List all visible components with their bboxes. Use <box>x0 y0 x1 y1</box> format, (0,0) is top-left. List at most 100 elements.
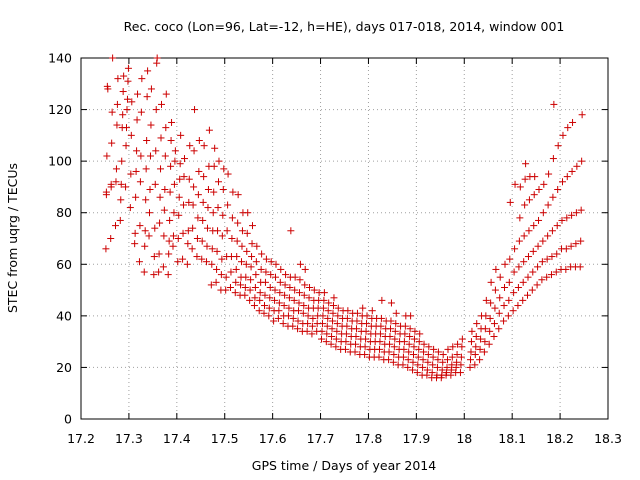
data-point <box>308 322 316 330</box>
data-point <box>107 180 115 188</box>
data-point <box>231 289 239 297</box>
data-point <box>228 235 236 242</box>
data-point <box>162 90 170 98</box>
data-point <box>520 232 528 240</box>
data-point <box>319 312 327 320</box>
data-point <box>535 186 543 194</box>
data-point <box>137 152 145 160</box>
data-point <box>109 54 117 62</box>
data-point <box>414 353 422 361</box>
data-point <box>296 276 304 284</box>
data-point <box>150 271 158 279</box>
data-point <box>194 214 202 222</box>
data-point <box>391 327 399 335</box>
data-point <box>480 348 488 356</box>
data-point <box>234 191 242 199</box>
data-point <box>117 180 125 188</box>
data-point <box>430 345 438 353</box>
data-point <box>152 106 160 114</box>
data-point <box>224 170 232 178</box>
data-point <box>506 198 514 206</box>
data-point <box>262 268 270 276</box>
data-point <box>322 338 330 346</box>
data-point <box>118 157 126 165</box>
data-point <box>415 345 423 353</box>
data-point <box>568 211 576 219</box>
data-point <box>167 137 175 145</box>
data-point <box>516 183 524 191</box>
data-point <box>295 289 303 297</box>
data-point <box>385 348 393 356</box>
data-point <box>209 209 217 217</box>
data-point <box>285 294 293 302</box>
data-point <box>267 271 275 279</box>
data-point <box>195 167 203 175</box>
data-point <box>207 281 215 289</box>
data-point <box>237 258 245 266</box>
data-point <box>353 309 361 317</box>
data-point <box>155 250 163 258</box>
data-point <box>319 304 327 312</box>
data-point <box>548 253 556 261</box>
data-point <box>310 286 318 294</box>
data-point <box>183 260 191 268</box>
data-point <box>265 304 273 312</box>
data-point <box>284 312 292 320</box>
data-point <box>277 265 285 273</box>
data-point <box>152 147 160 155</box>
data-point <box>410 343 418 351</box>
data-point <box>113 100 121 108</box>
data-point <box>124 77 132 85</box>
data-point <box>180 173 188 181</box>
data-point <box>142 196 150 204</box>
data-point <box>131 229 139 237</box>
data-point <box>528 286 536 294</box>
data-point <box>332 335 340 343</box>
data-point <box>448 361 456 369</box>
data-point <box>208 245 216 253</box>
data-point <box>222 286 230 294</box>
data-point <box>352 325 360 333</box>
data-point <box>309 314 317 322</box>
data-point <box>334 312 342 320</box>
data-point <box>275 307 283 315</box>
data-point <box>116 216 124 224</box>
data-point <box>386 340 394 348</box>
data-point <box>391 335 399 343</box>
x-tick-label: 18.3 <box>594 431 622 446</box>
data-point <box>244 209 252 217</box>
data-point <box>472 332 480 340</box>
data-point <box>271 286 279 294</box>
data-point <box>534 263 542 271</box>
data-point <box>295 299 303 307</box>
data-point <box>114 75 122 83</box>
data-point <box>420 348 428 356</box>
data-point <box>473 320 481 328</box>
data-point <box>361 351 369 359</box>
data-point <box>204 186 212 194</box>
data-point <box>252 258 260 266</box>
data-point <box>146 209 154 217</box>
data-point <box>458 343 466 351</box>
data-point <box>180 201 188 209</box>
data-point <box>524 273 532 281</box>
data-point <box>481 325 489 333</box>
data-point <box>198 237 206 245</box>
axis-ticks <box>80 57 609 420</box>
data-point <box>519 296 527 304</box>
data-point <box>405 348 413 356</box>
data-point <box>492 265 500 273</box>
data-point <box>160 232 168 240</box>
data-point <box>184 227 192 235</box>
data-point <box>572 209 580 217</box>
data-point <box>251 294 259 302</box>
data-point <box>573 162 581 170</box>
data-point <box>332 343 340 351</box>
data-point <box>467 356 475 364</box>
data-point <box>180 155 188 163</box>
data-point <box>376 338 384 346</box>
data-point <box>107 235 115 242</box>
data-point <box>390 343 398 351</box>
data-point <box>501 260 509 268</box>
data-point <box>530 222 538 230</box>
